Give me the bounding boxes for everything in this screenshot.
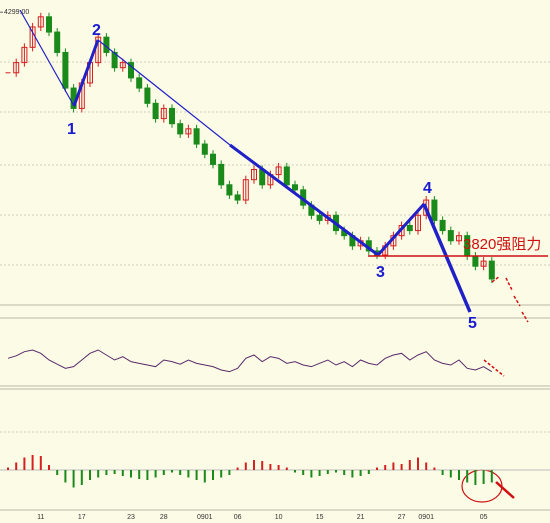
candle-body — [210, 153, 216, 165]
arrow — [505, 277, 529, 323]
candle-body — [431, 199, 438, 221]
wave-label: 5 — [468, 315, 477, 332]
wave-line — [422, 203, 472, 313]
candle-body — [292, 184, 298, 191]
candle-body — [234, 194, 241, 201]
x-tick-label: 0901 — [197, 514, 213, 521]
candle-body — [447, 230, 454, 242]
x-tick-label: 06 — [234, 514, 242, 521]
candle-body — [488, 260, 495, 280]
candle-body — [275, 166, 282, 176]
x-tick-label: 21 — [357, 514, 365, 521]
x-tick-label: 23 — [127, 514, 135, 521]
candle-body — [21, 46, 28, 64]
arrow — [495, 481, 515, 499]
x-tick-label: 11 — [37, 514, 44, 521]
candle-body — [169, 107, 175, 125]
candle-body — [226, 184, 233, 196]
candle-body — [37, 16, 44, 28]
candle-body — [144, 87, 151, 104]
candle-body — [480, 260, 487, 267]
x-tick-label: 0901 — [418, 514, 434, 521]
candle-body — [54, 31, 61, 53]
wave-label: 4 — [423, 180, 432, 197]
candle-body — [415, 214, 421, 232]
wave-line — [72, 39, 100, 107]
y-tick-label: 4299.00 — [4, 9, 29, 16]
wave-lines — [19, 9, 472, 313]
wave-line — [376, 202, 426, 257]
layout — [0, 61, 550, 511]
candle-body — [62, 51, 69, 89]
candle-body — [456, 235, 462, 242]
candle-body — [406, 225, 413, 232]
arrow — [483, 359, 505, 377]
x-tick-label: 10 — [275, 514, 283, 521]
candle-body — [193, 128, 200, 145]
candle-body — [160, 107, 167, 120]
wave-label: 2 — [92, 22, 101, 39]
resistance-label: 3820强阻力 — [463, 236, 541, 253]
candle-body — [185, 128, 192, 135]
x-tick-label: 15 — [316, 514, 324, 521]
candle-body — [218, 163, 225, 186]
candle-body — [128, 62, 134, 79]
trend-line — [19, 9, 75, 107]
candle-body — [472, 255, 479, 267]
x-tick-label: 28 — [160, 514, 168, 521]
candle-body — [316, 214, 323, 221]
arrow — [491, 275, 501, 283]
candle-body — [152, 102, 159, 120]
candle-body — [111, 51, 118, 69]
candle-body — [13, 62, 20, 74]
rsi-line — [7, 349, 493, 373]
wave-label: 1 — [67, 121, 76, 138]
candle-body — [242, 179, 249, 201]
wave-label: 3 — [376, 264, 385, 281]
candle-body — [136, 77, 143, 89]
x-tick-label: 17 — [78, 514, 86, 521]
candle-body — [177, 123, 184, 135]
candle-body — [201, 143, 208, 155]
candle-body — [119, 62, 126, 69]
candle-body — [283, 166, 290, 186]
candle-body — [439, 219, 446, 232]
trend-line — [97, 39, 231, 146]
x-tick-label: 27 — [398, 514, 406, 521]
candle-body — [46, 16, 52, 33]
wave-line — [229, 143, 379, 257]
candle-body — [251, 169, 257, 181]
x-tick-label: 05 — [480, 514, 488, 521]
